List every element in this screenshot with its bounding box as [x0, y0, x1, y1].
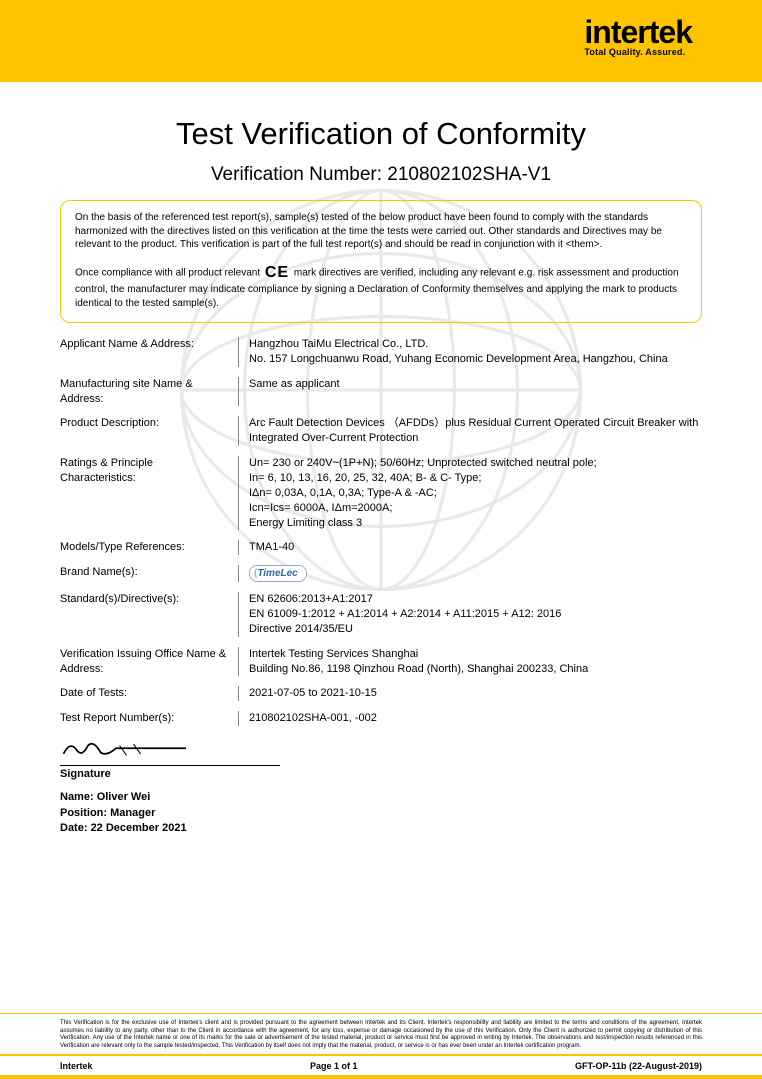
signature-label: Signature: [60, 768, 702, 780]
field-value: Same as applicant: [238, 377, 702, 407]
signatory-position: Manager: [110, 807, 155, 819]
field-row: Ratings & Principle Characteristics:Un= …: [60, 456, 702, 530]
footer: This Verification is for the exclusive u…: [0, 1013, 762, 1079]
field-row: Verification Issuing Office Name & Addre…: [60, 647, 702, 677]
footer-bar: Intertek Page 1 of 1 GFT-OP-11b (22-Augu…: [0, 1055, 762, 1079]
field-value: TMA1-40: [238, 540, 702, 555]
field-label: Standard(s)/Directive(s):: [60, 592, 238, 637]
field-label: Manufacturing site Name & Address:: [60, 377, 238, 407]
field-label: Date of Tests:: [60, 686, 238, 701]
header-bar: intertek Total Quality. Assured.: [0, 0, 762, 82]
field-value: Un= 230 or 240V~(1P+N); 50/60Hz; Unprote…: [238, 456, 702, 530]
signature-date: 22 December 2021: [91, 822, 187, 834]
document-title: Test Verification of Conformity: [60, 116, 702, 152]
field-value: 2021-07-05 to 2021-10-15: [238, 686, 702, 701]
footer-page: Page 1 of 1: [310, 1061, 358, 1071]
signatory-details: Name: Oliver Wei Position: Manager Date:…: [60, 790, 702, 836]
compliance-para-2: Once compliance with all product relevan…: [75, 262, 687, 311]
field-row: Standard(s)/Directive(s):EN 62606:2013+A…: [60, 592, 702, 637]
field-row: Manufacturing site Name & Address:Same a…: [60, 377, 702, 407]
field-row: Date of Tests:2021-07-05 to 2021-10-15: [60, 686, 702, 701]
field-label: Test Report Number(s):: [60, 711, 238, 726]
footer-left: Intertek: [60, 1061, 93, 1071]
field-label: Models/Type References:: [60, 540, 238, 555]
signature-image: [60, 736, 200, 762]
field-row: Models/Type References:TMA1-40: [60, 540, 702, 555]
field-row: Product Description:Arc Fault Detection …: [60, 416, 702, 446]
field-label: Applicant Name & Address:: [60, 337, 238, 367]
field-label: Ratings & Principle Characteristics:: [60, 456, 238, 530]
field-label: Product Description:: [60, 416, 238, 446]
ce-mark-icon: CE: [265, 262, 289, 284]
field-value: Intertek Testing Services ShanghaiBuildi…: [238, 647, 702, 677]
brand-tagline: Total Quality. Assured.: [584, 47, 692, 57]
disclaimer-text: This Verification is for the exclusive u…: [0, 1014, 762, 1055]
footer-right: GFT-OP-11b (22-August-2019): [575, 1061, 702, 1071]
document-body: Test Verification of Conformity Verifica…: [0, 82, 762, 836]
field-row: Test Report Number(s):210802102SHA-001, …: [60, 711, 702, 726]
brand-name: intertek: [584, 14, 692, 51]
compliance-statement-box: On the basis of the referenced test repo…: [60, 200, 702, 323]
field-value: (TimeLec: [238, 565, 702, 582]
field-label: Verification Issuing Office Name & Addre…: [60, 647, 238, 677]
compliance-para-1: On the basis of the referenced test repo…: [75, 211, 687, 252]
field-value: EN 62606:2013+A1:2017EN 61009-1:2012 + A…: [238, 592, 702, 637]
signature-block: Signature Name: Oliver Wei Position: Man…: [60, 736, 702, 836]
field-row: Applicant Name & Address:Hangzhou TaiMu …: [60, 337, 702, 367]
field-value: 210802102SHA-001, -002: [238, 711, 702, 726]
details-table: Applicant Name & Address:Hangzhou TaiMu …: [60, 337, 702, 726]
field-label: Brand Name(s):: [60, 565, 238, 582]
field-row: Brand Name(s): (TimeLec: [60, 565, 702, 582]
field-value: Hangzhou TaiMu Electrical Co., LTD.No. 1…: [238, 337, 702, 367]
signature-line: [60, 765, 280, 766]
brand-logo: intertek Total Quality. Assured.: [584, 14, 692, 57]
signatory-name: Oliver Wei: [97, 791, 151, 803]
verification-number: Verification Number: 210802102SHA-V1: [60, 164, 702, 186]
product-brand-logo: (TimeLec: [249, 565, 307, 582]
field-value: Arc Fault Detection Devices （AFDDs）plus …: [238, 416, 702, 446]
